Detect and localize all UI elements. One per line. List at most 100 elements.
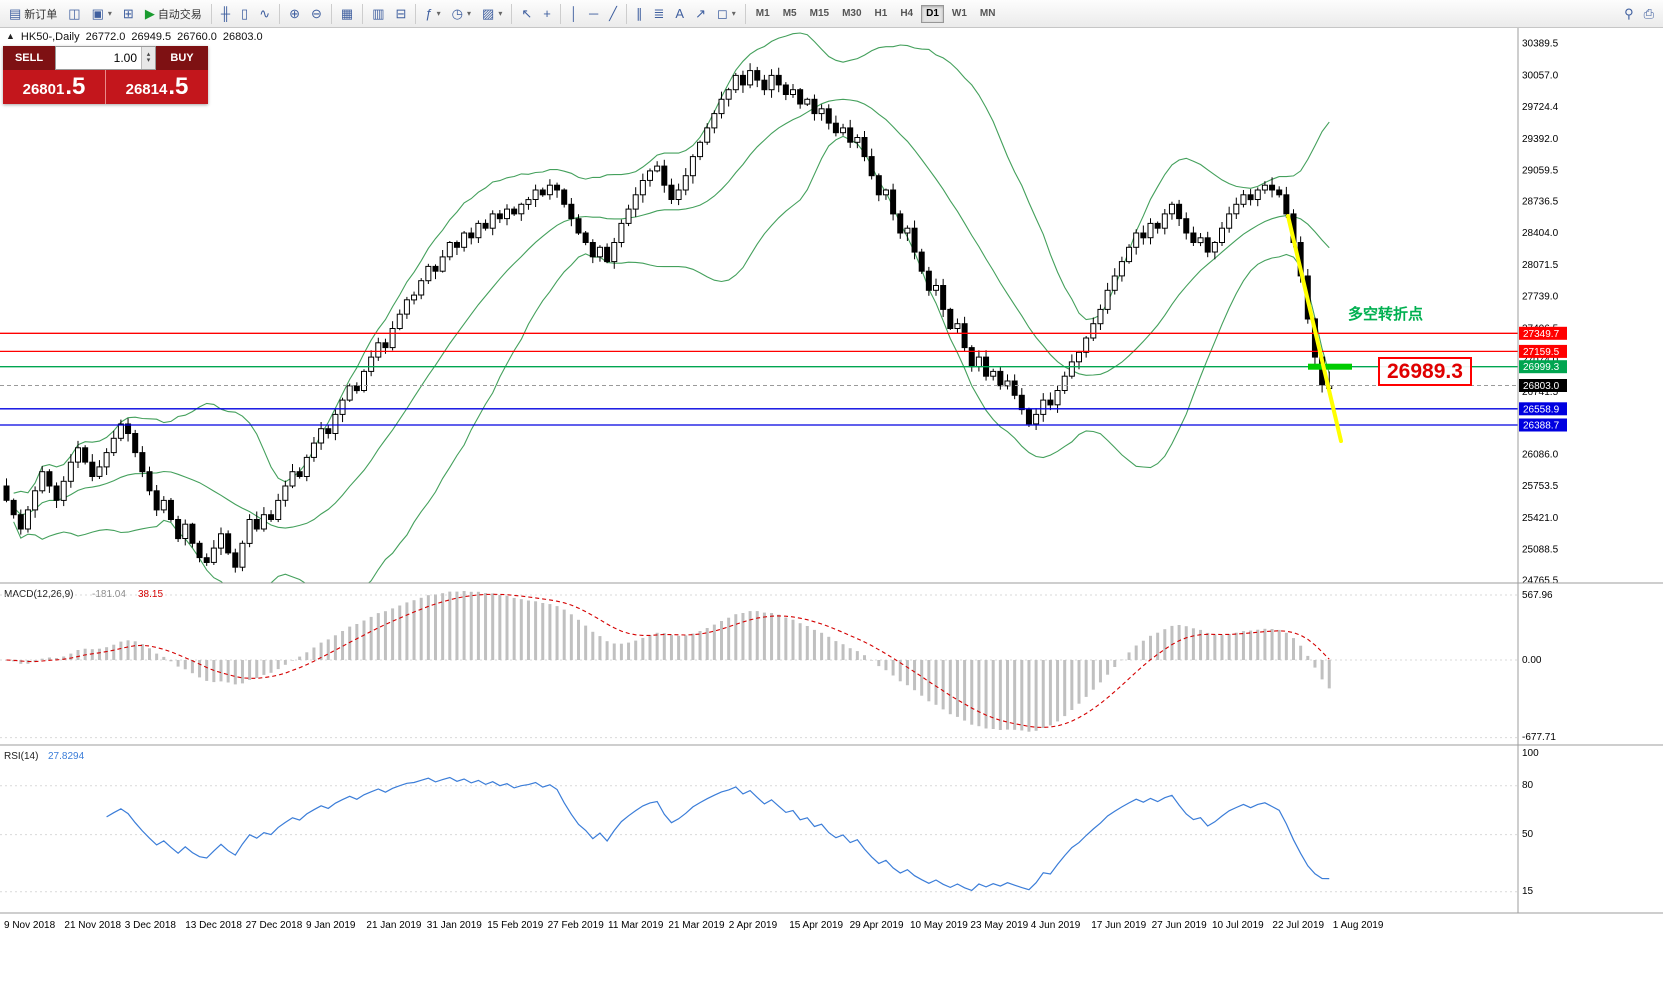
- buy-price[interactable]: 26814 .5: [106, 70, 208, 104]
- macd-histogram-bar: [205, 660, 209, 681]
- bear-candle: [554, 184, 561, 191]
- y-axis-tick-label: 28404.0: [1522, 228, 1559, 239]
- bear-candle: [353, 385, 360, 392]
- bull-candle: [718, 98, 725, 115]
- timeframe-m15-button[interactable]: M15: [805, 5, 834, 23]
- bull-candle: [1261, 184, 1268, 191]
- bull-candle: [904, 227, 911, 234]
- candlestick-mode-button[interactable]: ▯: [236, 3, 253, 25]
- level-highlight-segment[interactable]: [1308, 363, 1352, 370]
- bear-candle: [897, 213, 904, 234]
- bull-candle: [39, 471, 46, 492]
- profiles-button[interactable]: ▣ ▾: [87, 3, 117, 25]
- macd-histogram-bar: [319, 642, 323, 660]
- volume-value[interactable]: 1.00: [113, 51, 137, 65]
- bull-candle: [747, 70, 754, 86]
- macd-histogram-bar: [1249, 630, 1253, 660]
- price-callout-label[interactable]: 26989.3: [1378, 357, 1472, 386]
- bull-candle: [647, 170, 653, 181]
- bear-candle: [153, 490, 160, 511]
- macd-histogram-bar: [476, 591, 480, 660]
- cursor-button[interactable]: ↖: [516, 3, 537, 25]
- horizontal-line-button[interactable]: ─: [584, 3, 603, 25]
- timeframe-w1-button[interactable]: W1: [947, 5, 972, 23]
- chart-canvas[interactable]: MACD(12,26,9) -181.04 38.15 RSI(14) 27.8…: [0, 28, 1663, 995]
- bull-candle: [1233, 203, 1240, 215]
- macd-histogram-bar: [820, 632, 824, 660]
- new-order-button[interactable]: ▤ 新订单: [4, 3, 62, 25]
- fibonacci-button[interactable]: ≣: [649, 3, 670, 25]
- market-watch-button[interactable]: ⊞: [118, 3, 139, 25]
- line-chart-mode-button[interactable]: ∿: [254, 3, 275, 25]
- macd-histogram-bar: [426, 595, 430, 660]
- arrow-tool-button[interactable]: ↗: [690, 3, 711, 25]
- bull-candle: [1168, 203, 1175, 215]
- timeframe-h1-button[interactable]: H1: [870, 5, 893, 23]
- sell-price[interactable]: 26801 .5: [3, 70, 106, 104]
- bull-candle: [1133, 232, 1140, 248]
- price-scale[interactable]: 30389.5 30057.0 29724.4 29392.0 29059.5 28736…: [1519, 39, 1567, 898]
- macd-histogram-bar: [1006, 660, 1009, 730]
- timeframe-h4-button[interactable]: H4: [895, 5, 918, 23]
- bear-candle: [940, 285, 947, 310]
- macd-title: MACD(12,26,9): [4, 589, 73, 600]
- tile-windows-icon: ▦: [340, 6, 354, 21]
- dropdown-caret-icon[interactable]: ▾: [107, 9, 112, 18]
- symbol-period-label: HK50-,Daily: [20, 31, 80, 43]
- text-icon: A: [675, 6, 685, 21]
- dropdown-caret-icon[interactable]: ▾: [436, 9, 441, 18]
- crosshair-button[interactable]: +: [538, 3, 556, 25]
- chart-windows-button[interactable]: ◫: [63, 3, 85, 25]
- dropdown-caret-icon[interactable]: ▾: [498, 9, 503, 18]
- macd-histogram-bar: [1013, 660, 1017, 730]
- trendline-button[interactable]: ╱: [604, 3, 622, 25]
- timeframe-m5-button[interactable]: M5: [778, 5, 802, 23]
- autotrading-button[interactable]: ▶ 自动交易: [140, 3, 207, 25]
- bull-candle: [632, 194, 639, 210]
- bear-candle: [167, 499, 174, 520]
- y-axis-tick-label: 24765.5: [1522, 576, 1559, 587]
- volume-spinner[interactable]: ▴ ▾: [141, 47, 155, 69]
- x-axis-label: 2 Apr 2019: [729, 920, 778, 931]
- time-axis[interactable]: 9 Nov 2018 21 Nov 2018 3 Dec 2018 13 Dec 20…: [4, 920, 1384, 931]
- timeframe-mn-button[interactable]: MN: [975, 5, 1001, 23]
- dropdown-caret-icon[interactable]: ▾: [467, 9, 472, 18]
- periods-button[interactable]: ◷ ▾: [447, 3, 476, 25]
- macd-histogram-bar: [369, 616, 373, 660]
- arrange-windows-button[interactable]: ▥: [367, 3, 389, 25]
- macd-histogram-bar: [348, 626, 352, 660]
- sell-button[interactable]: SELL: [3, 46, 55, 70]
- timeframe-m30-button[interactable]: M30: [837, 5, 866, 23]
- buy-button[interactable]: BUY: [156, 46, 208, 70]
- channel-button[interactable]: ∥: [631, 3, 648, 25]
- spinner-down-icon[interactable]: ▾: [146, 57, 151, 64]
- templates-button[interactable]: ▨ ▾: [477, 3, 507, 25]
- vertical-line-button[interactable]: │: [565, 3, 583, 25]
- tile-windows-button[interactable]: ▦: [336, 3, 358, 25]
- macd-histogram-bar: [605, 641, 609, 660]
- bear-candle: [46, 471, 53, 487]
- x-axis-label: 11 Mar 2019: [608, 920, 664, 931]
- search-button[interactable]: ⚲: [1619, 3, 1639, 25]
- indicators-button[interactable]: ƒ ▾: [420, 3, 445, 25]
- dropdown-caret-icon[interactable]: ▾: [731, 9, 736, 18]
- one-click-trading-panel: SELL 1.00 ▴ ▾ BUY 26801 .5 26814 .5: [3, 46, 208, 104]
- bar-chart-mode-button[interactable]: ╫: [216, 3, 235, 25]
- macd-histogram-bar: [948, 660, 952, 715]
- yellow-trendline[interactable]: [1286, 214, 1343, 443]
- spinner-up-icon[interactable]: ▴: [146, 51, 151, 58]
- zoom-out-button[interactable]: ⊖: [306, 3, 327, 25]
- text-button[interactable]: A: [670, 3, 689, 25]
- timeframe-d1-button[interactable]: D1: [921, 4, 944, 23]
- bear-candle: [268, 514, 275, 521]
- print-button[interactable]: ⎙: [1639, 3, 1659, 25]
- zoom-in-button[interactable]: ⊕: [284, 3, 305, 25]
- shift-chart-button[interactable]: ⊟: [391, 3, 412, 25]
- volume-stepper[interactable]: 1.00 ▴ ▾: [55, 46, 156, 70]
- timeframe-m1-button[interactable]: M1: [751, 5, 775, 23]
- shapes-button[interactable]: ◻ ▾: [712, 3, 741, 25]
- bull-bear-turning-point-label[interactable]: 多空转折点: [1348, 306, 1424, 323]
- timeframe-toolbar: M1 M5 M15 M30 H1 H4 D1 W1 MN: [750, 4, 1002, 23]
- macd-histogram-bar: [491, 593, 495, 660]
- macd-histogram-bar: [555, 606, 559, 660]
